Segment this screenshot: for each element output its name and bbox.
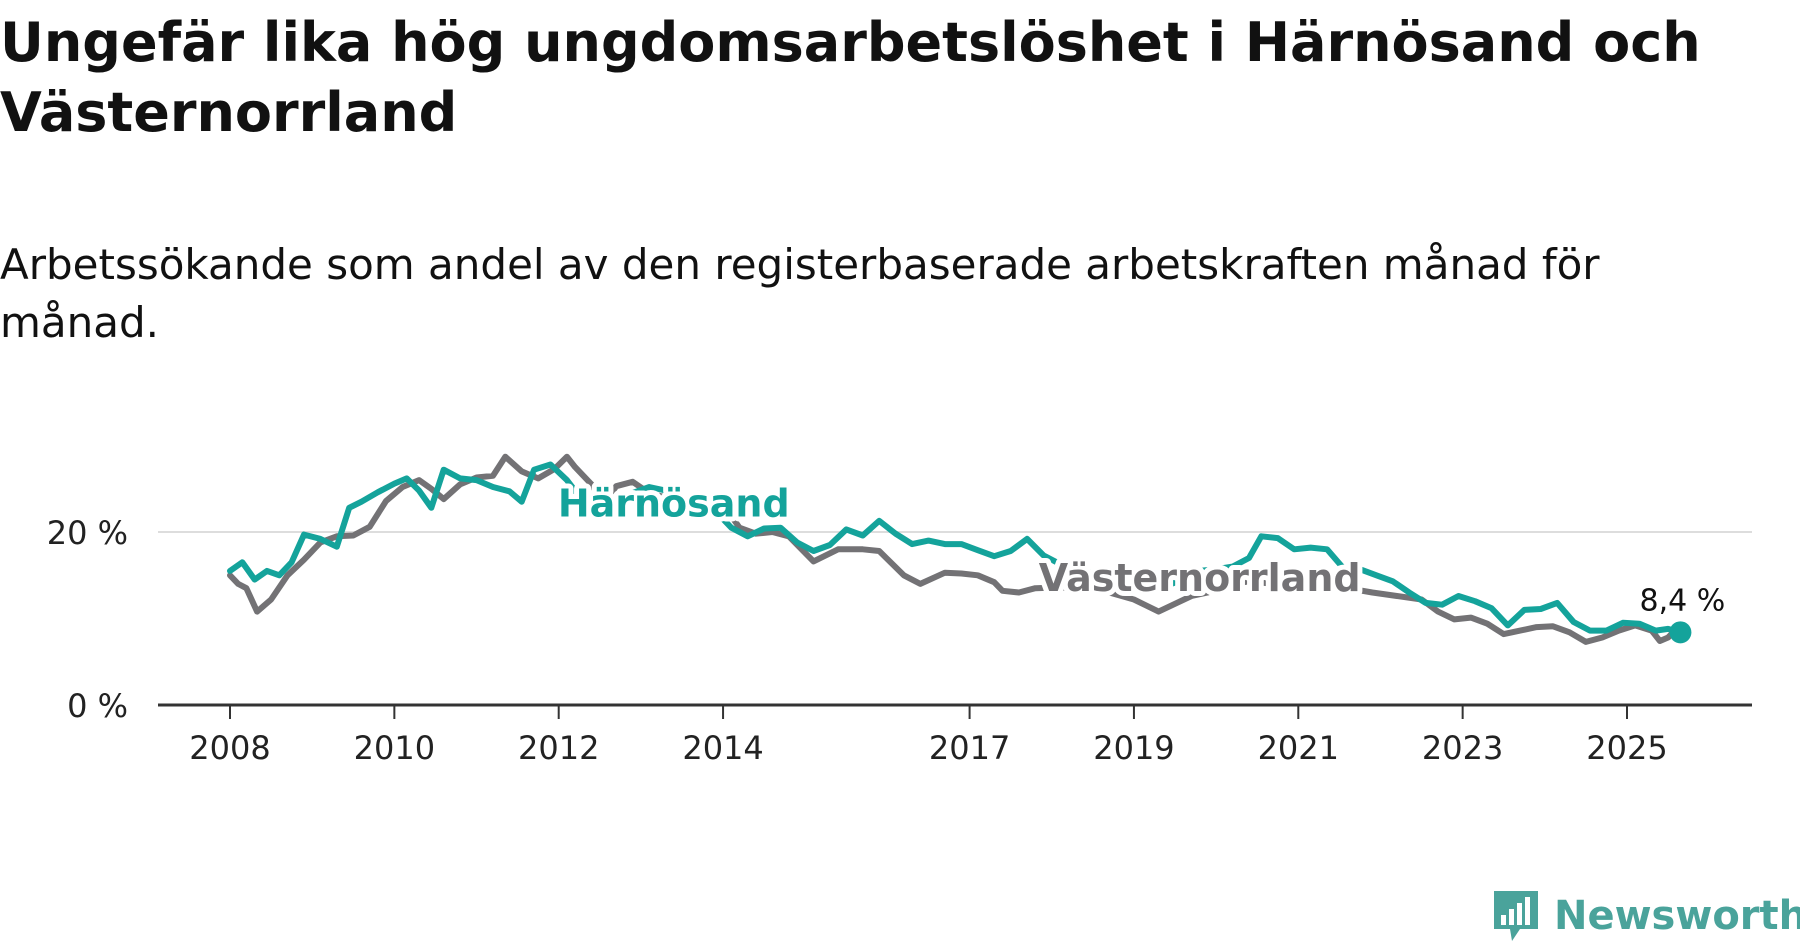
series-label-halo-vasternorrland: Västernorrland xyxy=(1039,556,1361,600)
x-tick-label: 2017 xyxy=(929,729,1010,767)
x-tick-label: 2012 xyxy=(518,729,599,767)
label-layer: VästernorrlandVästernorrlandHärnösandHär… xyxy=(553,476,1726,644)
series-line-vasternorrland xyxy=(227,453,1680,645)
chart-title: Ungefär lika hög ungdomsarbetslöshet i H… xyxy=(0,11,1701,144)
x-tick-label: 2014 xyxy=(682,729,763,767)
end-value-label: 8,4 % xyxy=(1640,583,1726,618)
series-label-vasternorrland: Västernorrland xyxy=(1039,556,1361,600)
newsworthy-logo[interactable]: Newsworthy xyxy=(1490,886,1800,946)
series-label-harnosand: Härnösand xyxy=(558,481,790,525)
x-tick-label: 2021 xyxy=(1258,729,1339,767)
end-point-marker xyxy=(1669,621,1692,644)
series-line-harnosand xyxy=(227,461,1684,636)
x-tick-label: 2010 xyxy=(354,729,435,767)
x-tick-label: 2008 xyxy=(189,729,270,767)
logo-text: Newsworthy xyxy=(1554,893,1800,939)
series-label-halo-harnosand: Härnösand xyxy=(558,481,790,525)
series-layer xyxy=(227,453,1684,645)
axis-layer: 0 % 20 % 2008 2010 2012 2014 2017 2019 2021 2023 2… xyxy=(47,514,1752,767)
chart-subtitle: Arbetssökande som andel av den registerb… xyxy=(0,240,1600,347)
y-tick-label: 20 % xyxy=(47,514,128,552)
x-tick-label: 2023 xyxy=(1422,729,1503,767)
y-tick-label: 0 % xyxy=(67,687,128,725)
newsworthy-logo-icon xyxy=(1494,891,1538,941)
x-tick-label: 2019 xyxy=(1093,729,1174,767)
x-tick-label: 2025 xyxy=(1586,729,1667,767)
